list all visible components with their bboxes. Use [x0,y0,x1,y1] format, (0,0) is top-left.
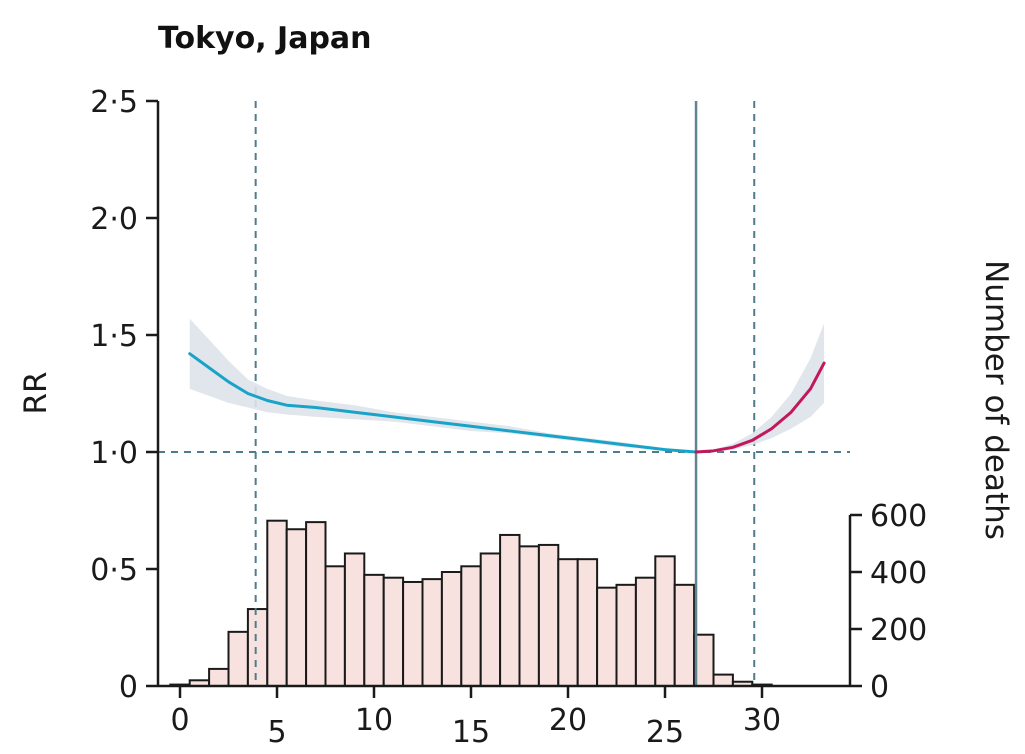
histogram-bar [382,576,405,688]
histogram-bar [634,576,657,688]
rr-curve [188,352,698,454]
confidence-band [189,318,697,452]
histogram-bar [266,519,288,688]
histogram-bar [479,552,502,687]
histogram-bar [343,552,366,687]
histogram-bar [440,571,463,687]
histogram [169,519,773,688]
histogram-bar [576,558,599,687]
x-tick-label: 10 [355,703,393,738]
histogram-bar [673,583,696,688]
histogram-bar [421,578,443,687]
y2-tick-label: 0 [870,670,889,705]
chart-title: Tokyo, Japan [158,21,372,56]
histogram-bar [596,586,618,687]
histogram-bar [712,673,734,687]
x-tick-label: 25 [646,715,684,750]
histogram-bar [363,573,385,687]
rr-curves [188,352,826,454]
x-tick-label: 15 [452,715,490,750]
x-tick-label: 0 [170,703,189,738]
y-tick-label: 1·5 [90,319,138,354]
y2-axis-label: Number of deaths [978,260,1014,540]
x-tick-label: 5 [267,715,286,750]
confidence-bands [189,318,825,452]
y2-tick-label: 400 [870,556,927,591]
y-axis-label: RR [18,371,54,414]
y-tick-label: 0·5 [90,553,138,588]
histogram-bar [654,555,676,688]
y-tick-label: 2·0 [90,202,138,237]
y2-tick-label: 600 [870,499,927,534]
histogram-bar [227,630,249,687]
histogram-bar [460,565,482,687]
histogram-bar [208,667,230,688]
histogram-bar [518,545,540,687]
histogram-bar [324,565,346,687]
x-tick-label: 30 [743,703,781,738]
histogram-bar [499,533,521,688]
histogram-bar [537,543,560,687]
reference-lines [158,101,850,686]
histogram-bar [305,521,327,687]
y-tick-label: 0 [119,670,138,705]
histogram-bar [285,528,308,687]
x-tick-label: 20 [549,703,587,738]
histogram-bar [557,558,579,687]
y2-tick-label: 200 [870,613,927,648]
rr-curve [694,361,826,454]
histogram-bar [402,580,424,687]
y-tick-label: 1·0 [90,436,138,471]
histogram-bar [615,583,637,688]
histogram-bar [246,608,269,687]
axes: 0 0·5 1·0 1·5 2·0 2·5 0 5 10 15 20 25 30 0 200 400 600 [90,85,927,750]
confidence-band [696,323,825,452]
y-tick-label: 2·5 [90,85,138,120]
